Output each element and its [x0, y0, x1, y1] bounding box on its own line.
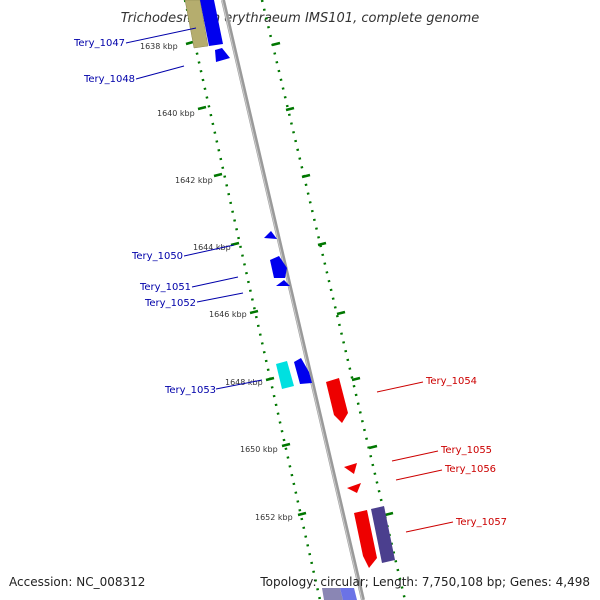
gene-feature-purple[interactable] [371, 506, 395, 563]
major-tick [285, 106, 295, 112]
leader-line [125, 27, 197, 44]
leader-line [376, 381, 424, 393]
accession-text: Accession: NC_008312 [9, 575, 145, 589]
gene-label-tery-1053[interactable]: Tery_1053 [164, 385, 216, 396]
major-tick [317, 241, 327, 247]
forward-track-dots [183, 0, 322, 600]
leader-line [191, 276, 239, 288]
major-tick [249, 309, 259, 315]
gene-label-tery-1057[interactable]: Tery_1057 [455, 517, 507, 528]
gene-feature-tery-1054[interactable] [326, 378, 348, 423]
gene-labels: Tery_1047 Tery_1048 Tery_1050 Tery_1051 … [73, 38, 507, 528]
leader-line [183, 244, 235, 257]
major-tick [230, 241, 240, 247]
gene-feature-tery-1057[interactable] [354, 510, 377, 568]
gene-label-tery-1050[interactable]: Tery_1050 [131, 251, 183, 262]
map-title: Trichodesmium erythraeum IMS101, complet… [121, 11, 480, 26]
major-tick [271, 41, 281, 47]
tick-label: 1650 kbp [240, 445, 278, 454]
gene-feature-blue[interactable] [294, 358, 312, 384]
gene-feature-purple-light[interactable] [322, 588, 343, 600]
gene-label-tery-1048[interactable]: Tery_1048 [83, 74, 135, 85]
forward-genes [184, 0, 312, 389]
leader-line [135, 65, 185, 80]
leader-line [405, 521, 454, 533]
gene-feature-tery-1052[interactable] [276, 280, 290, 286]
gene-feature-tery-1051[interactable] [270, 256, 287, 278]
tick-label: 1644 kbp [193, 243, 231, 252]
gene-label-tery-1056[interactable]: Tery_1056 [444, 464, 496, 475]
tick-label: 1642 kbp [175, 176, 213, 185]
reverse-ticks [271, 41, 394, 517]
tick-label: 1648 kbp [225, 378, 263, 387]
tick-label: 1638 kbp [140, 42, 178, 51]
tick-labels: 1638 kbp 1640 kbp 1642 kbp 1644 kbp 1646… [140, 42, 293, 522]
leader-line [391, 450, 439, 462]
gene-label-tery-1051[interactable]: Tery_1051 [139, 282, 191, 293]
leader-line [215, 379, 263, 390]
reverse-genes [326, 378, 395, 568]
major-tick [384, 511, 394, 517]
tick-label: 1652 kbp [255, 513, 293, 522]
major-tick [281, 442, 291, 448]
gene-feature-blue-light[interactable] [340, 588, 357, 600]
major-tick [336, 310, 346, 316]
major-tick [265, 376, 275, 382]
tick-label: 1640 kbp [157, 109, 195, 118]
gene-feature-tery-1050[interactable] [264, 231, 277, 239]
gene-feature-tery-1047[interactable] [200, 0, 223, 46]
leader-line [395, 469, 443, 481]
gene-label-tery-1047[interactable]: Tery_1047 [73, 38, 125, 49]
major-tick [368, 444, 378, 450]
label-leaders [125, 27, 454, 533]
leader-line [196, 292, 244, 303]
major-tick [213, 172, 223, 178]
major-tick [297, 511, 307, 517]
major-tick [351, 376, 361, 382]
gene-feature-tery-1055[interactable] [344, 463, 357, 474]
major-tick [197, 105, 207, 111]
gene-feature-tery-1056[interactable] [347, 483, 361, 493]
bottom-features [322, 588, 357, 600]
backbone-highlight [221, 0, 363, 600]
gene-feature-tery-1053[interactable] [276, 361, 294, 389]
gene-feature-khaki[interactable] [184, 0, 209, 49]
tick-label: 1646 kbp [209, 310, 247, 319]
gene-feature-tery-1048[interactable] [215, 48, 230, 62]
backbone-line [221, 0, 365, 600]
major-ticks [185, 40, 307, 517]
gene-label-tery-1055[interactable]: Tery_1055 [440, 445, 492, 456]
summary-text: Topology: circular; Length: 7,750,108 bp… [259, 575, 590, 589]
major-tick [185, 40, 194, 46]
reverse-track-dots [260, 0, 407, 600]
gene-label-tery-1052[interactable]: Tery_1052 [144, 298, 196, 309]
major-tick [301, 173, 311, 179]
gene-label-tery-1054[interactable]: Tery_1054 [425, 376, 477, 387]
